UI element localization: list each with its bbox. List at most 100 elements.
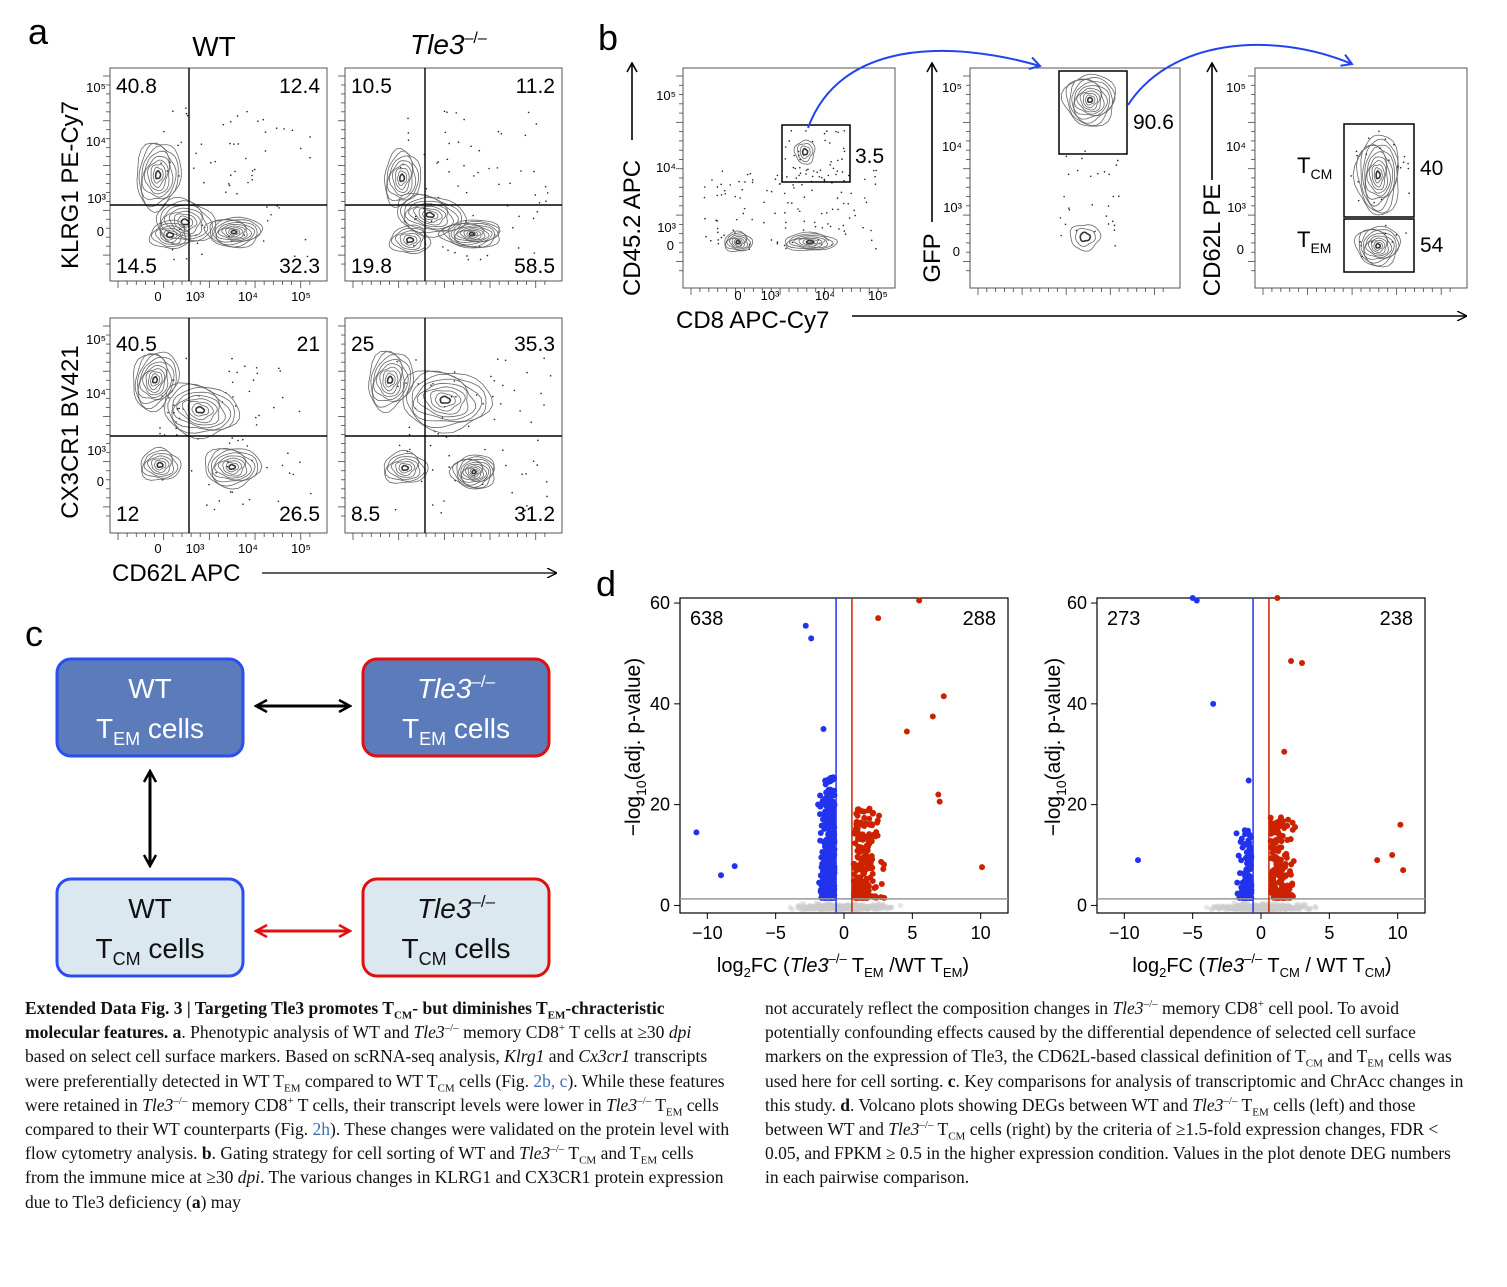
event-dot <box>196 242 199 245</box>
upregulated-point <box>1280 892 1287 899</box>
event-dot <box>784 146 787 148</box>
gate-tcm-label: TCM <box>1297 153 1332 182</box>
event-dot <box>1068 209 1071 211</box>
event-dot <box>430 220 433 223</box>
downregulated-point <box>1236 890 1243 897</box>
event-dot <box>842 147 845 150</box>
gate-tem-label: TEM <box>1297 227 1331 256</box>
contour-line <box>412 378 477 421</box>
event-dot <box>1399 166 1402 169</box>
event-dot <box>463 164 465 167</box>
upregulated-point <box>857 836 864 843</box>
event-dot <box>454 251 456 254</box>
event-dot <box>431 469 434 471</box>
event-dot <box>278 207 280 209</box>
contour-line <box>207 447 259 487</box>
quad-label: 11.2 <box>516 75 555 98</box>
contour-line <box>456 227 486 241</box>
upregulated-point <box>1288 658 1295 664</box>
event-dot <box>437 432 440 435</box>
contour-line <box>1375 170 1381 180</box>
event-dot <box>256 372 259 375</box>
upregulated-point <box>869 877 876 884</box>
contour-line <box>1371 164 1385 188</box>
quad-label: 25 <box>351 333 374 356</box>
event-dot <box>831 208 834 211</box>
panel-c: WT TEM cells Tle3–/– TEM cells WT TCM ce… <box>55 657 551 978</box>
event-dot <box>751 181 754 184</box>
event-dot <box>711 179 713 181</box>
xtick: 0 <box>734 288 741 303</box>
event-dot <box>1113 229 1116 231</box>
ns-point <box>841 904 847 910</box>
event-dot <box>1065 155 1068 158</box>
volcano-right-n-down: 273 <box>1107 608 1140 630</box>
contour-line <box>728 235 747 249</box>
event-dot <box>802 229 805 231</box>
contour-line <box>1083 92 1099 109</box>
flow-plot-wt-klrg1 <box>103 67 328 288</box>
event-dot <box>835 130 837 133</box>
event-dot <box>425 187 428 190</box>
event-dot <box>208 483 210 486</box>
downregulated-point <box>827 867 834 874</box>
flow-plot-ko-klrg1 <box>338 67 563 288</box>
contour-line <box>212 452 252 481</box>
event-dot <box>837 208 839 211</box>
event-dot <box>228 442 231 444</box>
y-tick-label: 60 <box>650 593 670 613</box>
event-dot <box>457 141 460 143</box>
downregulated-point <box>827 817 834 824</box>
downregulated-point <box>1238 857 1245 864</box>
event-dot <box>534 194 537 196</box>
contour-line <box>399 232 422 249</box>
event-dot <box>776 241 779 243</box>
downregulated-point <box>1239 844 1246 851</box>
event-dot <box>835 173 837 176</box>
contour-line <box>400 193 463 234</box>
plot-frame <box>109 317 328 534</box>
event-dot <box>254 416 257 419</box>
event-dot <box>233 143 235 145</box>
quad-label: 21 <box>297 333 320 356</box>
event-dot <box>709 239 712 242</box>
quad-label: 32.3 <box>279 255 320 278</box>
event-dot <box>774 212 776 215</box>
contour-line <box>802 239 819 246</box>
contour-line <box>466 231 479 238</box>
panel-b-xlabel: CD8 APC-Cy7 <box>676 307 829 334</box>
contour-line <box>167 383 235 434</box>
event-dot <box>185 257 188 260</box>
panel-a: WT Tle3–/– KLRG1 PE-Cy7 CX3CR1 BV421 40.… <box>57 29 563 587</box>
contour-line <box>203 216 264 249</box>
event-dot <box>790 129 793 132</box>
event-dot <box>811 189 813 192</box>
event-dot <box>185 112 188 115</box>
upregulated-point <box>878 881 885 888</box>
fig-ref-link[interactable]: 2h <box>312 1119 331 1140</box>
event-dot <box>262 118 265 121</box>
quad-label: 58.5 <box>514 255 555 278</box>
upregulated-point <box>869 856 876 863</box>
event-dot <box>537 439 539 442</box>
upregulated-point <box>853 863 860 870</box>
fig-ref-link[interactable]: 2b, c <box>533 1070 568 1091</box>
ns-point <box>865 905 871 912</box>
contour-line <box>172 391 226 429</box>
event-dot <box>455 395 457 398</box>
ytick: 10⁵ <box>86 80 106 95</box>
event-dot <box>200 143 203 146</box>
upregulated-point <box>874 817 881 824</box>
event-dot <box>445 436 448 438</box>
event-dot <box>252 379 255 382</box>
upregulated-point <box>1278 844 1285 851</box>
upregulated-point <box>1275 830 1282 837</box>
event-dot <box>854 214 857 217</box>
event-dot <box>247 181 249 184</box>
event-dot <box>703 196 706 199</box>
event-dot <box>838 228 840 230</box>
event-dot <box>746 173 749 176</box>
event-dot <box>798 210 801 213</box>
xtick: 10⁴ <box>238 289 258 304</box>
downregulated-point <box>821 796 828 803</box>
